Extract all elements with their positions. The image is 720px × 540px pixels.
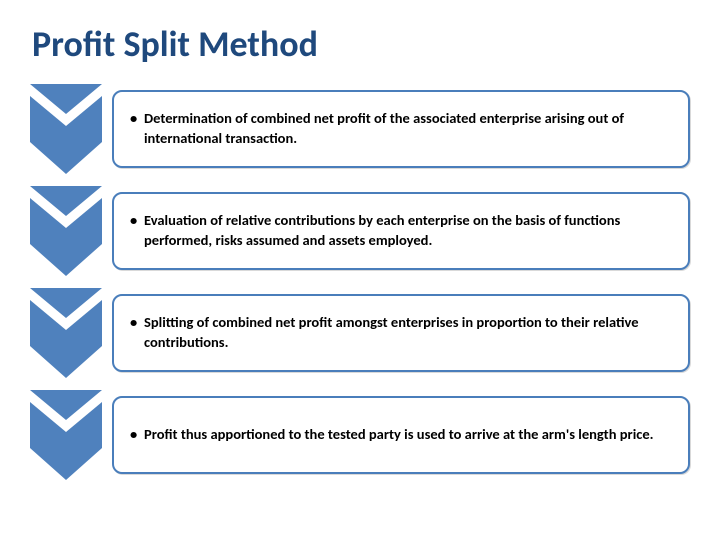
chevron-icon [30, 90, 102, 168]
page-title: Profit Split Method [32, 22, 318, 66]
list-item-text: Determination of combined net profit of … [130, 109, 670, 148]
list-item: Determination of combined net profit of … [30, 90, 690, 168]
chevron-icon [30, 396, 102, 474]
process-list: Determination of combined net profit of … [30, 90, 690, 498]
list-item: Splitting of combined net profit amongst… [30, 294, 690, 372]
list-item-box: Evaluation of relative contributions by … [112, 192, 690, 270]
list-item-box: Profit thus apportioned to the tested pa… [112, 396, 690, 474]
list-item-box: Determination of combined net profit of … [112, 90, 690, 168]
chevron-icon [30, 294, 102, 372]
list-item-text: Profit thus apportioned to the tested pa… [130, 425, 654, 445]
list-item: Profit thus apportioned to the tested pa… [30, 396, 690, 474]
list-item-text: Evaluation of relative contributions by … [130, 211, 670, 250]
chevron-icon [30, 192, 102, 270]
list-item-text: Splitting of combined net profit amongst… [130, 313, 670, 352]
list-item: Evaluation of relative contributions by … [30, 192, 690, 270]
list-item-box: Splitting of combined net profit amongst… [112, 294, 690, 372]
